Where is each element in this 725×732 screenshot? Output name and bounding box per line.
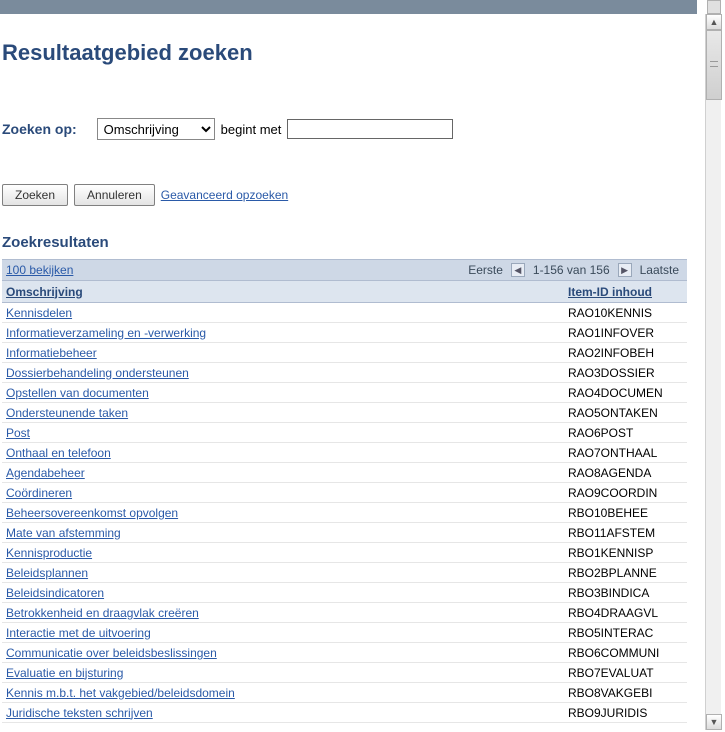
row-item-id: RAO8AGENDA — [564, 466, 687, 480]
row-description-link[interactable]: Evaluatie en bijsturing — [6, 666, 123, 680]
top-bar — [0, 0, 697, 14]
row-description-link[interactable]: Informatieverzameling en -verwerking — [6, 326, 206, 340]
row-item-id: RBO1KENNISP — [564, 546, 687, 560]
row-item-id: RBO6COMMUNI — [564, 646, 687, 660]
row-description-link[interactable]: Betrokkenheid en draagvlak creëren — [6, 606, 199, 620]
row-item-id: RBO5INTERAC — [564, 626, 687, 640]
row-description-link[interactable]: Informatiebeheer — [6, 346, 97, 360]
row-description-link[interactable]: Mate van afstemming — [6, 526, 121, 540]
pager-last[interactable]: Laatste — [640, 263, 679, 277]
row-item-id: RAO2INFOBEH — [564, 346, 687, 360]
row-description-link[interactable]: Opstellen van documenten — [6, 386, 149, 400]
table-row: Beleidsindicatoren RBO3BINDICA — [2, 583, 687, 603]
row-item-id: RBO3BINDICA — [564, 586, 687, 600]
col-header-item-id[interactable]: Item-ID inhoud — [564, 285, 687, 299]
row-description-link[interactable]: Ondersteunende taken — [6, 406, 128, 420]
row-item-id: RAO6POST — [564, 426, 687, 440]
results-toolbar: 100 bekijken Eerste ◀ 1-156 van 156 ▶ La… — [2, 259, 687, 281]
row-description-link[interactable]: Beleidsplannen — [6, 566, 88, 580]
row-description-link[interactable]: Kennisproductie — [6, 546, 92, 560]
row-item-id: RAO5ONTAKEN — [564, 406, 687, 420]
table-row: Informatieverzameling en -verwerking RAO1… — [2, 323, 687, 343]
content-scroll[interactable]: Resultaatgebied zoeken Zoeken op: Omschr… — [0, 14, 697, 732]
search-field-select[interactable]: Omschrijving — [97, 118, 215, 140]
operator-label: begint met — [221, 122, 282, 137]
table-row: Dossierbehandeling ondersteunen RAO3DOSSI… — [2, 363, 687, 383]
cancel-button[interactable]: Annuleren — [74, 184, 155, 206]
row-description-link[interactable]: Post — [6, 426, 30, 440]
search-button[interactable]: Zoeken — [2, 184, 68, 206]
table-row: Juridische teksten schrijven RBO9JURIDIS — [2, 703, 687, 723]
pager-prev-icon[interactable]: ◀ — [511, 263, 525, 277]
row-description-link[interactable]: Coördineren — [6, 486, 72, 500]
table-row: Agendabeheer RAO8AGENDA — [2, 463, 687, 483]
pager-range: 1-156 van 156 — [533, 263, 610, 277]
row-description-link[interactable]: Juridische teksten schrijven — [6, 706, 153, 720]
search-input[interactable] — [287, 119, 453, 139]
table-row: Kennisproductie RBO1KENNISP — [2, 543, 687, 563]
table-row: Opstellen van documenten RAO4DOCUMEN — [2, 383, 687, 403]
row-item-id: RBO11AFSTEM — [564, 526, 687, 540]
table-row: Kennis m.b.t. het vakgebied/beleidsdomei… — [2, 683, 687, 703]
table-row: Interactie met de uitvoering RBO5INTERAC — [2, 623, 687, 643]
scroll-up-icon[interactable]: ▲ — [706, 14, 722, 30]
row-description-link[interactable]: Beheersovereenkomst opvolgen — [6, 506, 178, 520]
scroll-down-icon[interactable]: ▼ — [706, 714, 722, 730]
row-item-id: RAO3DOSSIER — [564, 366, 687, 380]
row-description-link[interactable]: Dossierbehandeling ondersteunen — [6, 366, 189, 380]
col-header-description[interactable]: Omschrijving — [2, 285, 564, 299]
row-item-id: RBO8VAKGEBI — [564, 686, 687, 700]
pager-next-icon[interactable]: ▶ — [618, 263, 632, 277]
row-item-id: RAO10KENNIS — [564, 306, 687, 320]
row-description-link[interactable]: Kennis m.b.t. het vakgebied/beleidsdomei… — [6, 686, 235, 700]
table-row: Ondersteunende taken RAO5ONTAKEN — [2, 403, 687, 423]
row-description-link[interactable]: Communicatie over beleidsbeslissingen — [6, 646, 217, 660]
table-row: Evaluatie en bijsturing RBO7EVALUAT — [2, 663, 687, 683]
table-row: Kennisdelen RAO10KENNIS — [2, 303, 687, 323]
table-row: Betrokkenheid en draagvlak creëren RBO4DR… — [2, 603, 687, 623]
row-item-id: RAO7ONTHAAL — [564, 446, 687, 460]
row-description-link[interactable]: Beleidsindicatoren — [6, 586, 104, 600]
row-description-link[interactable]: Agendabeheer — [6, 466, 85, 480]
row-item-id: RAO4DOCUMEN — [564, 386, 687, 400]
search-label: Zoeken op: — [2, 121, 77, 137]
row-item-id: RBO10BEHEE — [564, 506, 687, 520]
row-item-id: RAO9COORDIN — [564, 486, 687, 500]
table-row: Mate van afstemming RBO11AFSTEM — [2, 523, 687, 543]
row-description-link[interactable]: Kennisdelen — [6, 306, 72, 320]
row-item-id: RBO7EVALUAT — [564, 666, 687, 680]
view-100-link[interactable]: 100 bekijken — [6, 263, 73, 277]
results-title: Zoekresultaten — [2, 234, 697, 251]
advanced-search-link[interactable]: Geavanceerd opzoeken — [161, 188, 288, 202]
page-title: Resultaatgebied zoeken — [2, 40, 697, 66]
row-item-id: RBO4DRAAGVL — [564, 606, 687, 620]
row-description-link[interactable]: Interactie met de uitvoering — [6, 626, 151, 640]
table-row: Communicatie over beleidsbeslissingen RBO… — [2, 643, 687, 663]
outer-scrollbar: ▲ ▼ — [697, 0, 725, 732]
table-row: Post RAO6POST — [2, 423, 687, 443]
outer-scroll-thumb[interactable] — [706, 30, 722, 100]
row-item-id: RAO1INFOVER — [564, 326, 687, 340]
results-header-row: Omschrijving Item-ID inhoud — [2, 281, 687, 303]
pager-first[interactable]: Eerste — [468, 263, 503, 277]
row-item-id: RBO9JURIDIS — [564, 706, 687, 720]
scroll-corner-icon — [707, 0, 721, 14]
outer-scroll-track[interactable]: ▲ ▼ — [705, 14, 721, 730]
table-row: Onthaal en telefoon RAO7ONTHAAL — [2, 443, 687, 463]
table-row: Beheersovereenkomst opvolgen RBO10BEHEE — [2, 503, 687, 523]
table-row: Informatiebeheer RAO2INFOBEH — [2, 343, 687, 363]
row-item-id: RBO2BPLANNE — [564, 566, 687, 580]
table-row: Coördineren RAO9COORDIN — [2, 483, 687, 503]
table-row: Beleidsplannen RBO2BPLANNE — [2, 563, 687, 583]
row-description-link[interactable]: Onthaal en telefoon — [6, 446, 111, 460]
